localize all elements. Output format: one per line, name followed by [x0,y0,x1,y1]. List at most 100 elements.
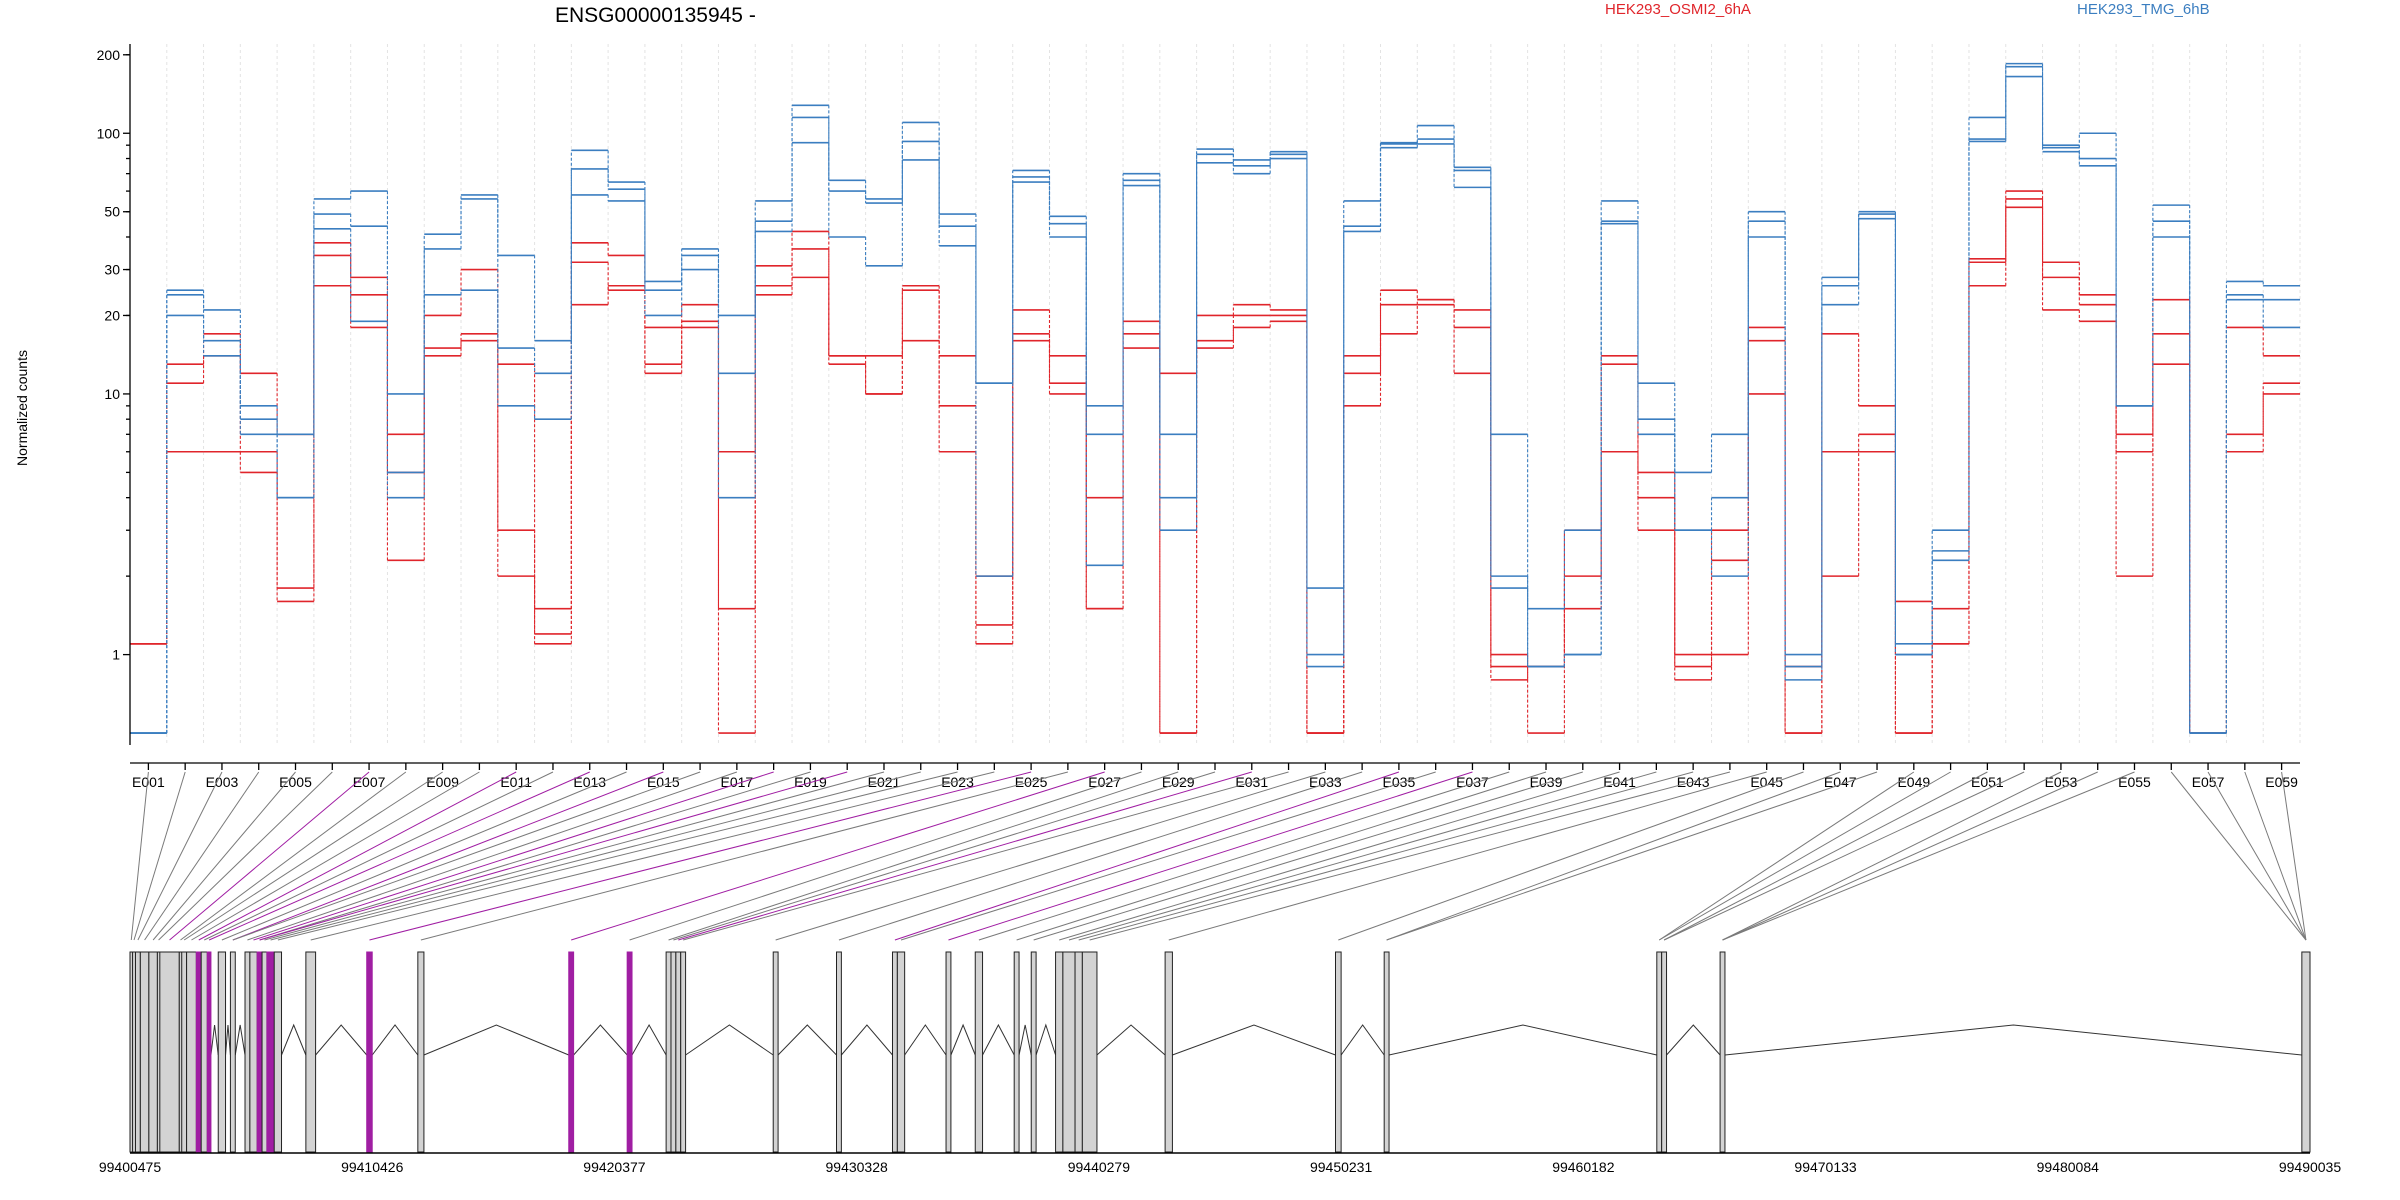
genomic-tick-label: 99460182 [1552,1159,1615,1175]
x-tick-label: E015 [647,774,680,790]
exon-connector [1338,771,1804,941]
exon-connector [1078,771,1694,941]
exon-connector [900,771,1436,941]
intron [281,1023,307,1056]
intron [1340,1024,1385,1056]
intron [210,1024,219,1056]
exon-connector [221,771,627,941]
exon-connector [1663,771,2025,941]
exon-block [945,951,952,1153]
exon-block [261,951,268,1153]
exon-block [1062,951,1076,1153]
exon-connector [1168,771,1767,941]
exon-block [186,951,197,1153]
exon-connector [144,771,260,941]
genomic-tick-label: 99430328 [826,1159,889,1175]
exon-connector [169,771,370,941]
exon-block [836,951,842,1153]
series-2 [130,206,2300,734]
exon-connector [264,771,885,941]
exon-connector [137,771,223,941]
exon-block [1383,951,1390,1153]
series-3 [130,62,2300,734]
genomic-tick-label: 99490035 [2279,1159,2342,1175]
exon-block [417,951,425,1153]
exon-block [200,951,208,1153]
x-tick-label: E059 [2265,774,2298,790]
exon-connector [310,771,995,941]
x-tick-label: E003 [206,774,239,790]
exon-connector [571,771,1105,941]
x-tick-label: E001 [132,774,165,790]
series-lines [130,62,2300,734]
exon-block [217,951,227,1153]
exon-connector [1722,771,2062,941]
x-tick-label: E051 [1971,774,2004,790]
y-tick-label: 30 [104,262,120,278]
exon-connector [277,771,958,941]
exon-block [159,951,180,1153]
genomic-tick-label: 99440279 [1068,1159,1131,1175]
exon-connector [683,771,1289,941]
series-5 [130,75,2300,734]
exon-block [1081,951,1098,1153]
exon-connector [2170,771,2307,941]
exon-connector [1722,771,2135,941]
intron [1388,1024,1657,1056]
x-tick-label: E021 [868,774,901,790]
y-tick-label: 50 [104,204,120,220]
exon-block [1030,951,1037,1153]
exon-block [366,951,373,1153]
exon-block [1656,951,1663,1153]
exon-connector [180,771,407,941]
intron [840,1024,893,1056]
exon-connector [894,771,1400,941]
intron [950,1023,976,1056]
exon-connector [183,771,443,941]
intron [1018,1024,1032,1056]
intron [1035,1023,1057,1056]
intron [1666,1024,1721,1056]
exon-connector [270,771,921,941]
gene-model-track: 99400475 99410426 99420377 99430328 99440279… [99,951,2342,1175]
exon-block [680,951,687,1153]
exon-block [305,951,317,1153]
exon-connector [259,771,848,941]
intron [225,1024,231,1056]
exon-block [273,951,283,1153]
x-tick-label: E053 [2045,774,2078,790]
exon-connector [198,771,517,941]
exon-block [2301,951,2311,1153]
exon-block [195,951,202,1153]
exon-block [1055,951,1064,1153]
exon-connector [1663,771,1988,941]
intron [1724,1024,2302,1056]
x-tick-label: E011 [500,774,532,790]
exon-block [1334,951,1342,1153]
y-tick-label: 100 [97,125,121,141]
exon-block [1661,951,1668,1153]
intron [573,1024,628,1056]
x-tick-label: E009 [426,774,459,790]
exon-connector [208,771,590,941]
exon-connector [2207,771,2307,941]
exon-block [891,951,898,1153]
exon-connectors [130,771,2307,941]
exon-block [974,951,984,1153]
exon-block [206,951,212,1153]
exon-connector [232,771,664,941]
exon-connector [204,771,554,941]
y-axis-label: Normalized counts [14,350,30,466]
exon-block [1013,951,1020,1153]
intron [1096,1024,1166,1056]
x-tick-label: E045 [1750,774,1783,790]
exon-connector [158,771,333,941]
x-tick-label: E027 [1088,774,1121,790]
exon-connector [948,771,1473,941]
exon-block [675,951,682,1153]
exon-connector [133,771,186,941]
exon-block [1074,951,1083,1153]
x-tick-label: E039 [1530,774,1563,790]
exon-connector [259,771,811,941]
